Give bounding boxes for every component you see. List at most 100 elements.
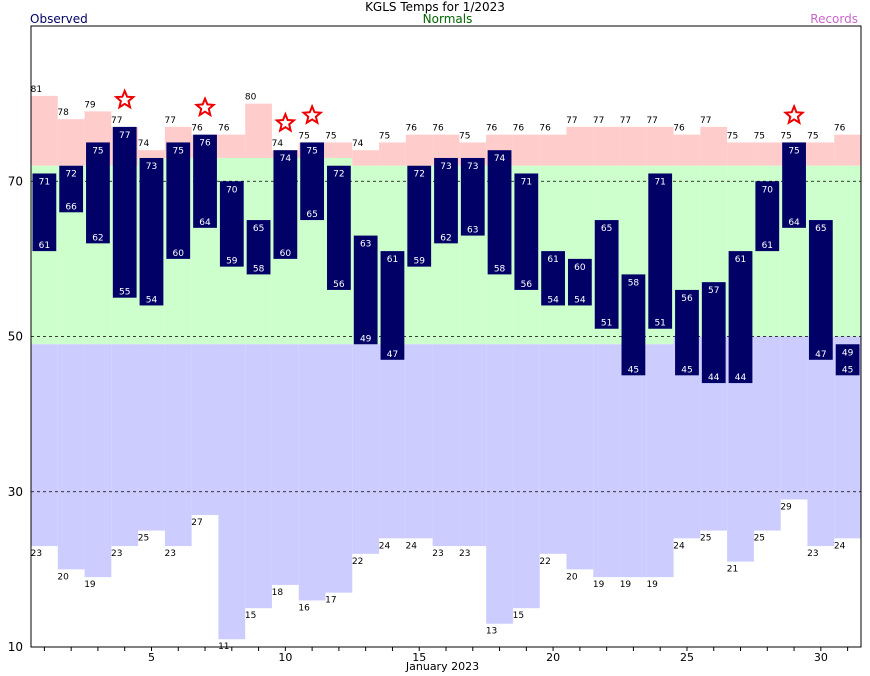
record-low-band: [138, 344, 165, 531]
observed-low-label: 58: [253, 264, 265, 274]
observed-high-label: 65: [815, 224, 826, 234]
record-high-band: [218, 134, 246, 158]
observed-low-label: 56: [333, 280, 345, 290]
observed-low-label: 61: [762, 241, 773, 251]
record-star-icon: [113, 88, 136, 110]
record-low-label: 23: [432, 549, 443, 559]
observed-high-label: 60: [574, 263, 586, 273]
observed-bar: [193, 134, 217, 228]
observed-low-label: 59: [413, 257, 425, 267]
x-tick-label: 20: [546, 651, 560, 664]
record-low-band: [31, 344, 58, 547]
observed-bar: [755, 181, 780, 252]
record-low-band: [432, 344, 460, 547]
record-high-label: 77: [646, 116, 657, 126]
y-tick-label: 10: [8, 640, 23, 654]
record-high-label: 76: [405, 124, 417, 134]
record-low-label: 23: [459, 549, 470, 559]
observed-low-label: 64: [199, 218, 211, 228]
record-low-band: [379, 344, 406, 539]
observed-high-label: 73: [146, 162, 157, 172]
record-high-label: 75: [379, 131, 390, 141]
record-low-band: [593, 344, 621, 578]
record-low-label: 19: [593, 580, 605, 590]
record-low-label: 21: [727, 565, 738, 575]
record-high-band: [646, 126, 674, 166]
observed-high-label: 61: [387, 255, 398, 265]
record-star-icon: [274, 111, 297, 133]
record-high-band: [700, 126, 728, 166]
record-low-label: 24: [405, 541, 417, 551]
observed-low-label: 56: [521, 280, 533, 290]
record-high-band: [593, 126, 621, 166]
record-low-band: [780, 336, 808, 500]
record-low-band: [512, 344, 540, 609]
observed-low-label: 44: [735, 373, 747, 383]
record-high-band: [727, 142, 754, 166]
record-high-label: 75: [780, 131, 791, 141]
observed-high-label: 65: [253, 224, 264, 234]
observed-low-label: 62: [92, 233, 103, 243]
record-high-label: 76: [673, 124, 685, 134]
observed-bar: [782, 142, 806, 228]
observed-low-label: 45: [628, 365, 639, 375]
observed-low-label: 63: [467, 226, 478, 236]
x-tick-label: 30: [814, 651, 828, 664]
observed-low-label: 51: [654, 319, 665, 329]
record-low-band: [459, 344, 487, 547]
record-low-label: 19: [620, 580, 632, 590]
observed-bar: [407, 165, 432, 267]
observed-low-label: 62: [440, 233, 451, 243]
observed-bar: [246, 220, 271, 275]
record-high-label: 76: [539, 124, 551, 134]
observed-bar: [380, 251, 405, 360]
record-low-label: 22: [352, 557, 363, 567]
record-low-band: [753, 336, 781, 531]
observed-bar: [808, 220, 833, 360]
record-high-band: [834, 134, 861, 166]
record-high-band: [379, 142, 406, 166]
record-high-band: [352, 150, 380, 166]
observed-low-label: 66: [65, 202, 77, 212]
observed-bar: [327, 165, 351, 290]
record-low-band: [539, 344, 567, 554]
observed-low-label: 64: [788, 218, 800, 228]
record-high-label: 76: [834, 124, 846, 134]
record-low-label: 16: [298, 603, 310, 613]
x-tick-label: 15: [412, 651, 426, 664]
observed-high-label: 74: [494, 154, 506, 164]
observed-bar: [728, 251, 753, 384]
record-low-label: 22: [539, 557, 550, 567]
observed-high-label: 73: [440, 162, 451, 172]
observed-bar: [648, 173, 673, 329]
record-high-band: [807, 142, 835, 166]
record-low-label: 17: [325, 596, 336, 606]
record-low-band: [111, 344, 139, 547]
observed-low-label: 45: [681, 365, 692, 375]
record-star-icon: [301, 103, 324, 125]
record-low-label: 15: [245, 611, 256, 621]
observed-bar: [621, 274, 646, 376]
record-high-label: 74: [352, 139, 364, 149]
observed-high-label: 72: [413, 170, 424, 180]
observed-high-label: 73: [467, 162, 478, 172]
observed-low-label: 45: [842, 365, 853, 375]
record-low-band: [620, 344, 647, 578]
observed-high-label: 56: [681, 294, 693, 304]
observed-bar: [300, 142, 325, 221]
record-low-label: 19: [646, 580, 658, 590]
record-high-label: 76: [432, 124, 444, 134]
observed-low-label: 54: [146, 295, 158, 305]
observed-high-label: 58: [628, 278, 640, 288]
x-tick-label: 25: [680, 651, 694, 664]
observed-high-label: 71: [654, 177, 665, 187]
observed-high-label: 71: [39, 177, 50, 187]
record-low-band: [298, 344, 326, 601]
record-low-band: [84, 344, 112, 578]
record-low-band: [646, 344, 674, 578]
record-low-label: 24: [834, 541, 846, 551]
record-high-label: 74: [272, 139, 284, 149]
observed-low-label: 54: [574, 295, 586, 305]
record-high-label: 77: [593, 116, 604, 126]
record-low-label: 29: [780, 503, 792, 513]
